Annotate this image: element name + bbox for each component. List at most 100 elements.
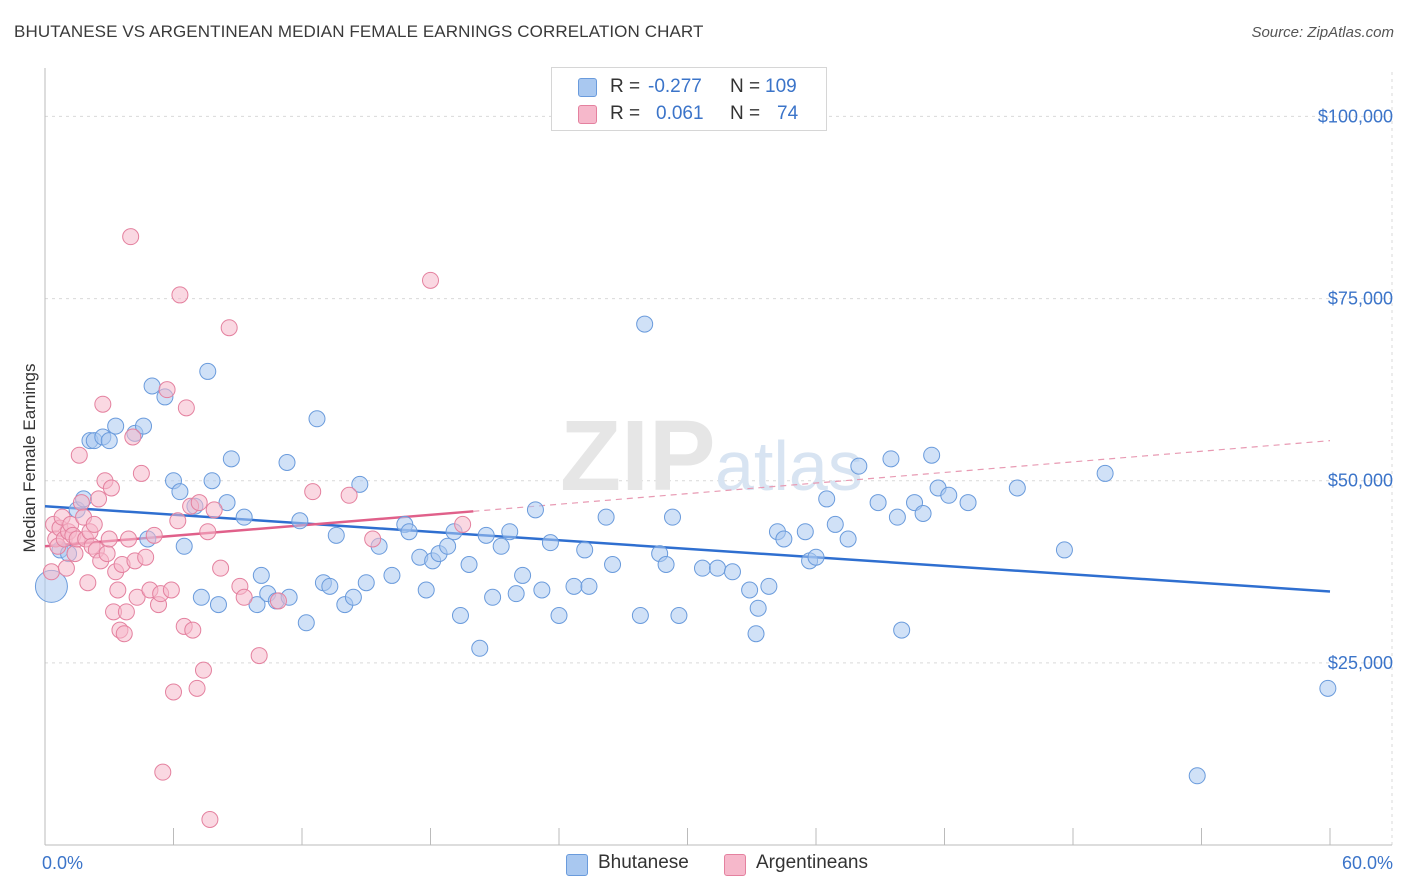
point-bhutanese — [826, 515, 844, 533]
point-bhutanese — [1096, 464, 1114, 482]
point-argentineans — [100, 530, 118, 548]
legend-swatch-argentineans — [578, 105, 597, 124]
point-argentineans — [154, 763, 172, 781]
point-bhutanese — [923, 446, 941, 464]
point-bhutanese — [417, 581, 435, 599]
point-bhutanese — [940, 486, 958, 504]
legend-row-bhutanese: R = -0.277 N = 109 — [552, 74, 826, 100]
point-bhutanese — [580, 577, 598, 595]
point-argentineans — [122, 228, 140, 246]
legend-n-value: 74 — [777, 103, 799, 124]
point-bhutanese — [747, 625, 765, 643]
y-tick-label: $25,000 — [1328, 653, 1393, 673]
point-bhutanese — [171, 483, 189, 501]
legend-r-label: R = — [610, 76, 641, 97]
point-bhutanese — [514, 566, 532, 584]
source-label: Source: ZipAtlas.com — [1251, 24, 1394, 41]
y-tick-label: $50,000 — [1328, 471, 1393, 491]
correlation-legend: R = -0.277 N = 109 R = 0.061 N = 74 — [551, 67, 827, 131]
point-bhutanese — [344, 588, 362, 606]
point-argentineans — [109, 581, 127, 599]
legend-swatch-bhutanese — [566, 854, 588, 876]
legend-n-value: 109 — [765, 76, 797, 97]
point-argentineans — [158, 381, 176, 399]
point-bhutanese — [477, 526, 495, 544]
trend-line-bhutanese — [44, 504, 1331, 593]
point-argentineans — [66, 545, 84, 563]
point-bhutanese — [100, 432, 118, 450]
point-bhutanese — [533, 581, 551, 599]
point-argentineans — [364, 530, 382, 548]
legend-label-bhutanese: Bhutanese — [598, 852, 689, 873]
point-argentineans — [57, 559, 75, 577]
point-bhutanese — [297, 614, 315, 632]
point-bhutanese — [604, 556, 622, 573]
point-bhutanese — [357, 574, 375, 592]
legend-r-value: -0.277 — [648, 76, 702, 97]
point-bhutanese — [760, 577, 778, 595]
legend-n-label: N = — [730, 103, 761, 124]
point-argentineans — [90, 490, 108, 508]
point-argentineans — [184, 621, 202, 639]
point-bhutanese — [565, 577, 583, 595]
point-bhutanese — [541, 534, 559, 552]
point-bhutanese — [775, 530, 793, 548]
point-argentineans — [454, 515, 472, 533]
point-argentineans — [120, 530, 138, 548]
point-bhutanese — [1055, 541, 1073, 559]
point-bhutanese — [218, 494, 236, 512]
point-bhutanese — [199, 362, 217, 380]
point-bhutanese — [327, 526, 345, 544]
point-bhutanese — [501, 523, 519, 541]
point-argentineans — [220, 319, 238, 337]
point-bhutanese — [1188, 767, 1206, 785]
point-argentineans — [137, 548, 155, 566]
point-bhutanese — [914, 505, 932, 522]
legend-swatch-bhutanese — [578, 78, 597, 97]
point-bhutanese — [107, 417, 125, 435]
point-bhutanese — [749, 599, 767, 617]
point-argentineans — [177, 399, 195, 417]
point-bhutanese — [209, 596, 227, 614]
point-bhutanese — [252, 566, 270, 584]
point-argentineans — [212, 559, 230, 577]
point-bhutanese — [882, 450, 900, 468]
point-argentineans — [132, 464, 150, 482]
point-argentineans — [190, 494, 208, 512]
legend-row-argentineans: R = 0.061 N = 74 — [552, 101, 826, 127]
point-bhutanese — [248, 596, 266, 614]
axes — [44, 68, 1392, 846]
data-points — [34, 228, 1337, 828]
point-argentineans — [422, 271, 439, 289]
point-argentineans — [115, 625, 133, 643]
point-argentineans — [162, 581, 180, 599]
point-bhutanese — [597, 508, 615, 526]
point-bhutanese — [807, 548, 825, 566]
point-bhutanese — [818, 490, 836, 508]
point-bhutanese — [321, 577, 339, 595]
point-argentineans — [269, 592, 287, 610]
point-bhutanese — [291, 512, 309, 530]
point-bhutanese — [451, 607, 469, 624]
point-bhutanese — [631, 607, 649, 624]
point-argentineans — [205, 501, 223, 519]
point-bhutanese — [657, 556, 675, 573]
point-argentineans — [171, 286, 189, 304]
point-bhutanese — [869, 494, 887, 512]
point-argentineans — [102, 479, 120, 497]
point-bhutanese — [175, 537, 193, 555]
point-argentineans — [304, 483, 322, 501]
point-bhutanese — [460, 556, 478, 573]
point-bhutanese — [192, 588, 210, 606]
legend-n-label: N = — [730, 76, 761, 97]
point-bhutanese — [959, 494, 977, 512]
y-axis-label: Median Female Earnings — [20, 364, 39, 553]
legend-r-label: R = — [610, 103, 641, 124]
point-bhutanese — [664, 508, 682, 526]
point-argentineans — [79, 574, 97, 592]
point-argentineans — [340, 486, 358, 504]
point-bhutanese — [576, 541, 594, 559]
point-bhutanese — [235, 508, 253, 526]
point-bhutanese — [526, 501, 544, 519]
